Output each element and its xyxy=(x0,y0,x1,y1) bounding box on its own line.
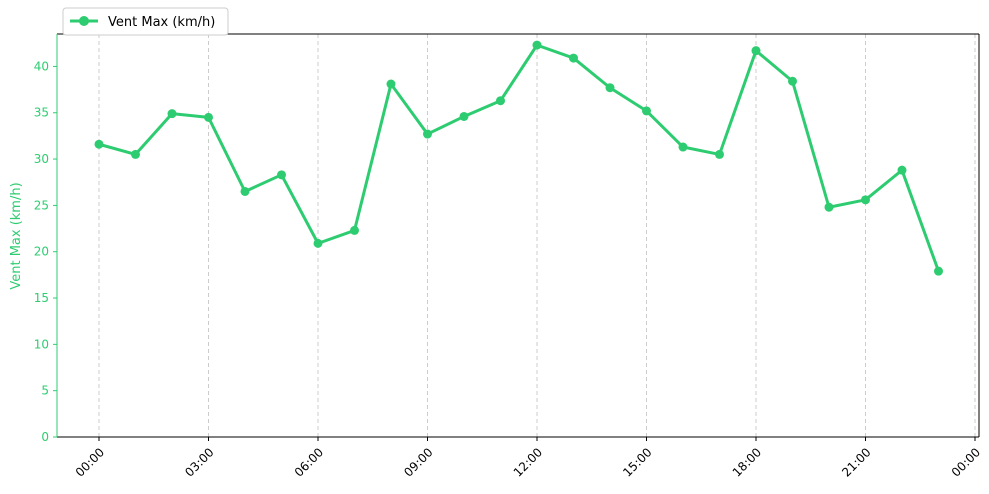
y-tick-label: 0 xyxy=(41,430,49,444)
data-point xyxy=(751,46,761,56)
x-tick-label: 00:00 xyxy=(73,445,107,479)
data-point xyxy=(715,149,724,159)
x-tick-label: 18:00 xyxy=(730,445,764,479)
series-line-path xyxy=(98,43,940,272)
data-point xyxy=(386,79,396,89)
legend-marker-swatch xyxy=(79,16,89,26)
x-axis: 00:00 03:00 06:00 09:00 12:00 15:00 18:00 21:00… xyxy=(73,437,983,480)
data-point xyxy=(861,195,870,205)
data-point xyxy=(423,129,432,139)
data-point xyxy=(204,112,213,122)
data-point xyxy=(459,111,469,121)
y-tick-label: 25 xyxy=(34,198,49,212)
legend-box xyxy=(62,7,229,36)
data-point xyxy=(313,238,323,248)
y-tick-label: 15 xyxy=(34,291,49,305)
x-tick-label: 00:00 xyxy=(949,445,983,479)
y-tick-label: 20 xyxy=(34,245,49,259)
y-axis-label: Vent Max (km/h) xyxy=(9,182,24,289)
y-tick-label: 5 xyxy=(41,384,49,398)
data-point xyxy=(788,76,797,86)
x-tick-label: 03:00 xyxy=(182,445,216,479)
data-point xyxy=(569,53,578,63)
data-point xyxy=(94,139,104,149)
data-point xyxy=(350,225,359,235)
legend: Vent Max (km/h) xyxy=(62,7,229,36)
y-tick-label: 30 xyxy=(34,152,49,166)
y-tick-label: 40 xyxy=(34,59,49,73)
grid-lines xyxy=(98,34,976,437)
x-tick-label: 12:00 xyxy=(511,445,545,479)
x-tick-label: 06:00 xyxy=(292,445,326,479)
data-point xyxy=(824,202,834,212)
data-point xyxy=(240,186,250,196)
data-point xyxy=(277,170,286,180)
data-point xyxy=(167,109,177,119)
data-point xyxy=(678,142,688,152)
series-line xyxy=(94,40,943,276)
y-axis: 0 5 10 15 20 25 30 35 40 xyxy=(34,59,57,444)
plot-frame xyxy=(56,33,980,438)
data-point xyxy=(642,106,651,116)
legend-entry-label: Vent Max (km/h) xyxy=(108,15,215,30)
x-tick-label: 09:00 xyxy=(401,445,435,479)
x-tick-label: 15:00 xyxy=(620,445,654,479)
y-tick-label: 35 xyxy=(34,106,49,120)
y-tick-label: 10 xyxy=(34,337,49,351)
data-point xyxy=(897,165,907,175)
data-point xyxy=(532,40,542,50)
data-point xyxy=(131,149,140,159)
data-point xyxy=(496,96,505,106)
x-tick-label: 21:00 xyxy=(839,445,873,479)
data-point xyxy=(605,83,615,93)
data-point xyxy=(934,266,943,276)
